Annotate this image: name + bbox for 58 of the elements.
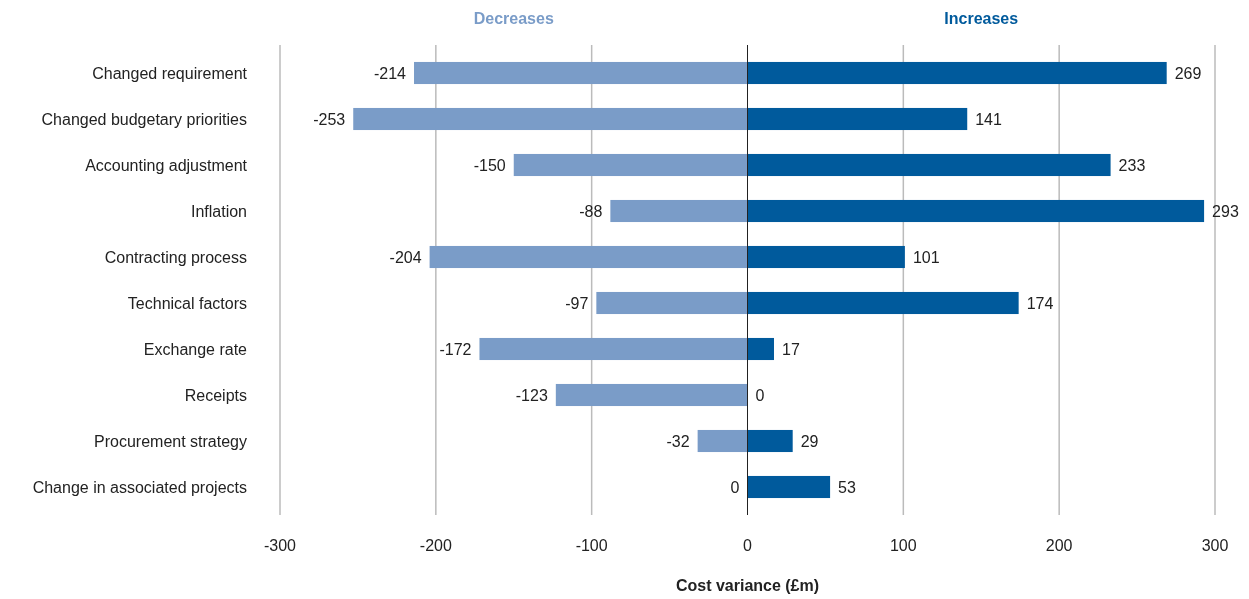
data-label: -123 [515,386,548,404]
x-tick-label: -300 [263,536,297,554]
y-tick-label: Changed budgetary priorities [41,110,247,128]
data-label: -32 [666,432,690,450]
data-label: 293 [1212,202,1239,220]
y-tick-label: Contracting process [104,248,247,266]
data-label: 269 [1174,64,1202,82]
data-label: 101 [912,248,940,266]
bar [610,199,748,223]
text: Decreases [473,9,554,27]
bar [747,107,968,131]
data-label: -150 [473,156,506,174]
data-label: -97 [565,294,589,312]
bar [747,245,905,269]
data-label: 141 [975,110,1003,128]
x-tick-label: -100 [575,536,608,554]
data-label: 53 [838,478,856,496]
y-tick-label: Procurement strategy [94,432,247,450]
bar [747,429,793,453]
x-tick-label: 0 [743,536,753,554]
x-tick-label: 300 [1201,536,1229,554]
bar [414,61,748,85]
bar [747,337,774,361]
bar [747,199,1205,223]
x-tick-label: 200 [1045,536,1073,554]
annotation: 0 [730,478,740,496]
data-label: -214 [373,64,407,82]
y-tick-label: Accounting adjustment [85,156,248,174]
bar [747,475,831,499]
data-label: -253 [313,110,346,128]
x-tick-label: -200 [419,536,452,554]
bar [353,107,748,131]
x-axis-title: Cost variance (£m) [675,576,820,594]
data-label: 29 [800,432,819,450]
y-tick-label: Inflation [190,202,247,220]
y-tick-label: Exchange rate [143,340,248,358]
bar [596,291,748,315]
bar [479,337,748,361]
data-label: 0 [755,386,765,404]
y-tick-label: Changed requirement [92,64,248,82]
bar [747,61,1167,85]
bar [747,291,1019,315]
bar [555,383,748,407]
text: Increases [944,9,1019,27]
data-label: 233 [1118,156,1146,174]
y-tick-label: Change in associated projects [32,478,247,496]
data-label: 174 [1026,294,1054,312]
data-label: -172 [439,340,472,358]
bar [513,153,748,177]
data-label: 17 [781,340,800,358]
bar [747,153,1111,177]
data-label: -204 [389,248,422,266]
data-label: -88 [579,202,603,220]
y-tick-label: Receipts [184,386,247,404]
x-tick-label: 100 [889,536,917,554]
y-tick-label: Technical factors [127,294,247,312]
bar [429,245,748,269]
bar [697,429,748,453]
